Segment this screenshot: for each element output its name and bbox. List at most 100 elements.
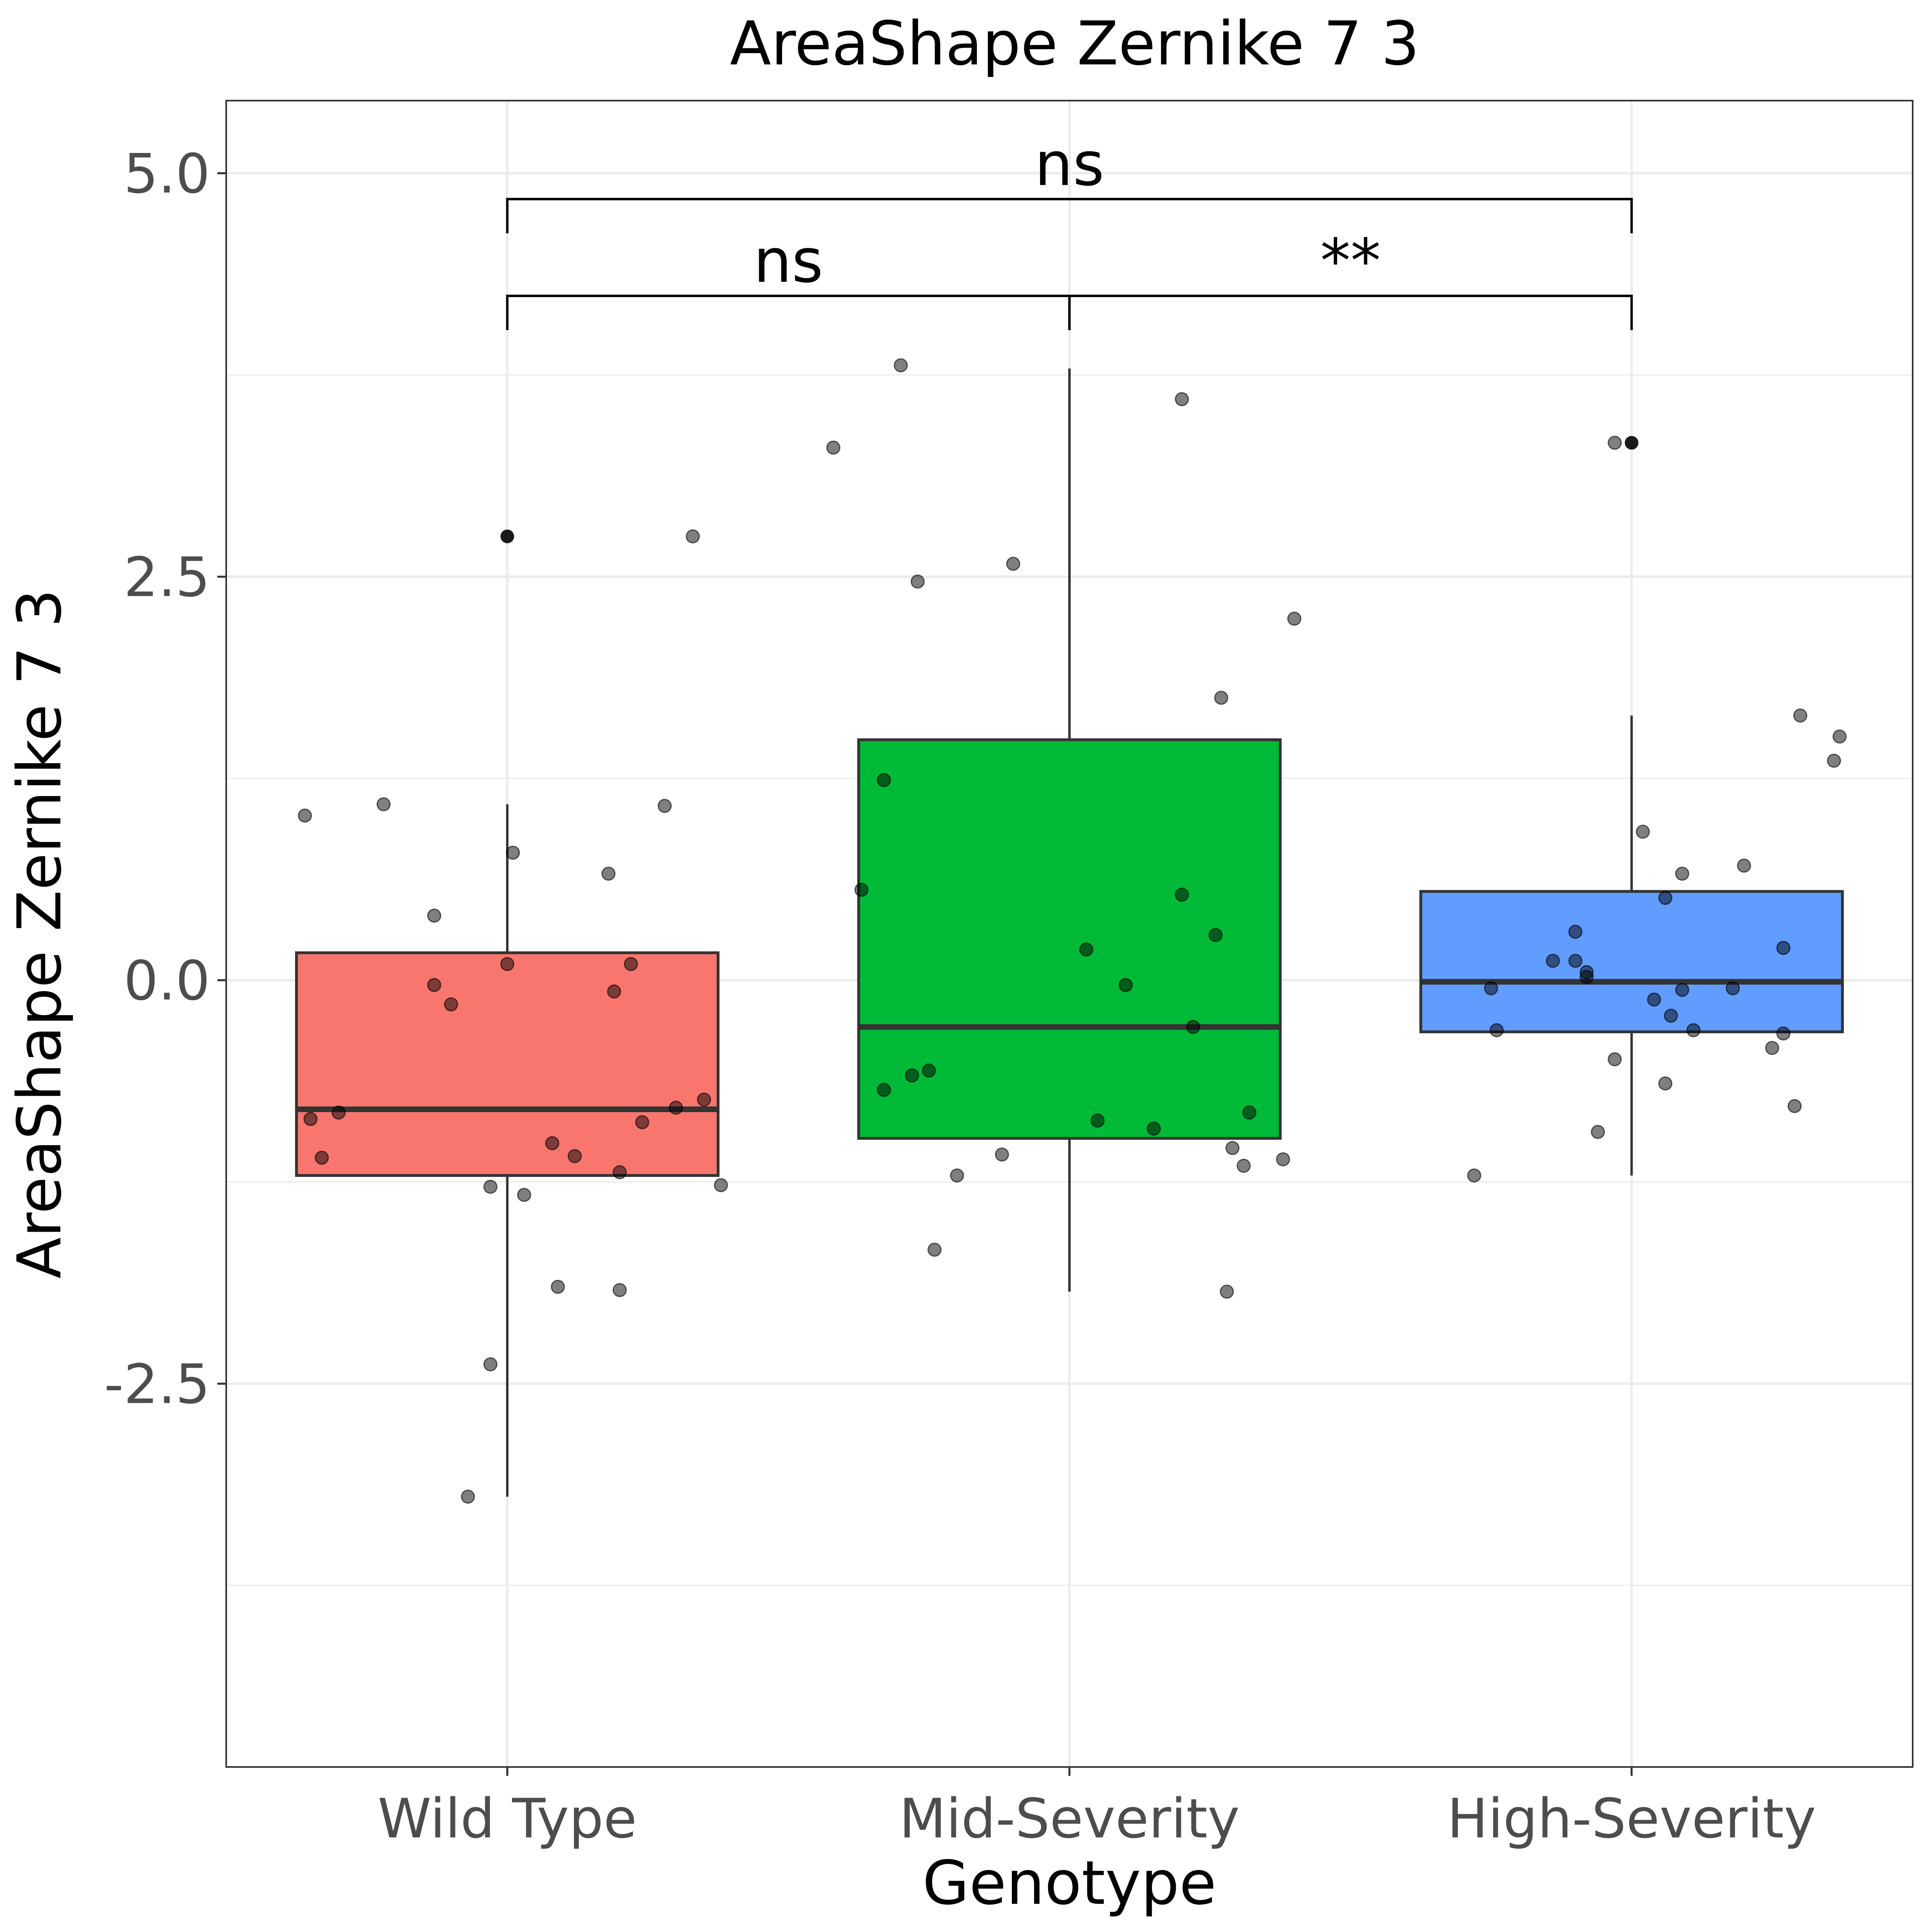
data-point (1467, 1168, 1482, 1183)
data-point (1664, 1008, 1678, 1023)
data-point (854, 883, 869, 897)
data-point (500, 957, 514, 971)
data-point (910, 574, 925, 589)
data-point (1079, 942, 1094, 957)
data-point (483, 1357, 497, 1372)
data-point (624, 957, 638, 971)
data-point (1726, 981, 1740, 995)
significance-bracket (1068, 295, 1633, 330)
y-tick-label: 0.0 (124, 949, 210, 1012)
data-point (1147, 1121, 1161, 1136)
data-point (613, 1283, 627, 1297)
data-point (685, 529, 700, 544)
data-point (1186, 1020, 1200, 1034)
jitter-points (298, 358, 1847, 1504)
data-point (1484, 981, 1498, 995)
x-tick-label: Mid-Severity (899, 1787, 1240, 1850)
y-tick-label: 5.0 (124, 142, 210, 205)
data-point (1568, 925, 1583, 939)
data-point (601, 867, 616, 881)
data-point (483, 1180, 497, 1194)
significance-brackets: ns ** ns (506, 130, 1633, 330)
data-point (607, 984, 621, 999)
data-point (1220, 1284, 1234, 1299)
data-point (894, 358, 908, 373)
data-point (1832, 729, 1847, 744)
data-point (461, 1489, 475, 1504)
data-point (1737, 859, 1751, 873)
data-point (1686, 1023, 1701, 1038)
data-point (635, 1115, 650, 1129)
data-point (669, 1100, 683, 1115)
data-point (1827, 753, 1841, 768)
data-point (1242, 1105, 1257, 1120)
data-point (331, 1105, 346, 1120)
data-point (551, 1280, 565, 1294)
data-point (1776, 941, 1791, 955)
data-point (922, 1063, 936, 1078)
data-point (995, 1147, 1009, 1162)
data-point (927, 1243, 942, 1257)
data-point (1636, 824, 1650, 839)
data-point (1174, 888, 1189, 902)
data-point (1568, 954, 1583, 968)
data-point (1214, 691, 1228, 705)
data-point (1225, 1141, 1240, 1155)
data-point (427, 978, 442, 992)
data-point (905, 1068, 919, 1083)
data-point (877, 1083, 891, 1097)
data-point (444, 997, 458, 1011)
data-point (298, 808, 312, 823)
data-point (1276, 1152, 1290, 1166)
data-point (1006, 557, 1020, 571)
data-point (1608, 436, 1622, 450)
x-tick-label: High-Severity (1447, 1787, 1816, 1850)
data-point (1647, 992, 1662, 1007)
data-point (1658, 891, 1672, 905)
data-point (427, 908, 442, 923)
data-point (314, 1150, 329, 1165)
data-point (1776, 1026, 1791, 1041)
data-point (1608, 1052, 1622, 1067)
y-tick-label: 2.5 (124, 546, 210, 609)
data-point (877, 773, 891, 787)
data-point (568, 1149, 582, 1163)
significance-label: ns (1034, 130, 1104, 200)
data-point (697, 1092, 711, 1107)
data-point (376, 797, 391, 811)
data-point (506, 846, 520, 860)
data-point (1236, 1158, 1251, 1173)
data-point (657, 799, 672, 813)
data-point (1174, 392, 1189, 407)
data-point (950, 1168, 964, 1183)
data-point (1546, 954, 1560, 968)
data-point (303, 1112, 318, 1126)
data-point (1765, 1041, 1779, 1055)
significance-label: ns (753, 226, 823, 296)
significance-bracket (506, 198, 1633, 233)
y-tick-label: -2.5 (104, 1353, 210, 1416)
box-0 (295, 951, 720, 1177)
data-point (545, 1136, 559, 1150)
data-point (613, 1165, 627, 1179)
data-point (517, 1188, 531, 1202)
data-point (714, 1178, 728, 1193)
outlier-point (500, 529, 514, 543)
outlier-point (1624, 436, 1639, 450)
significance-label: ** (1320, 226, 1381, 296)
data-point (1489, 1023, 1504, 1038)
data-point (1788, 1099, 1802, 1113)
y-axis-title: AreaShape Zernike 7 3 (5, 589, 75, 1278)
data-point (1208, 928, 1223, 942)
data-point (1675, 867, 1689, 881)
data-point (1090, 1113, 1105, 1128)
data-point (1675, 983, 1689, 997)
data-point (1287, 611, 1302, 626)
x-tick-label: Wild Type (378, 1787, 637, 1850)
data-point (1119, 978, 1133, 992)
data-point (1793, 708, 1808, 723)
box-2 (1419, 890, 1844, 1034)
data-point (1579, 970, 1594, 984)
data-point (1591, 1125, 1605, 1139)
